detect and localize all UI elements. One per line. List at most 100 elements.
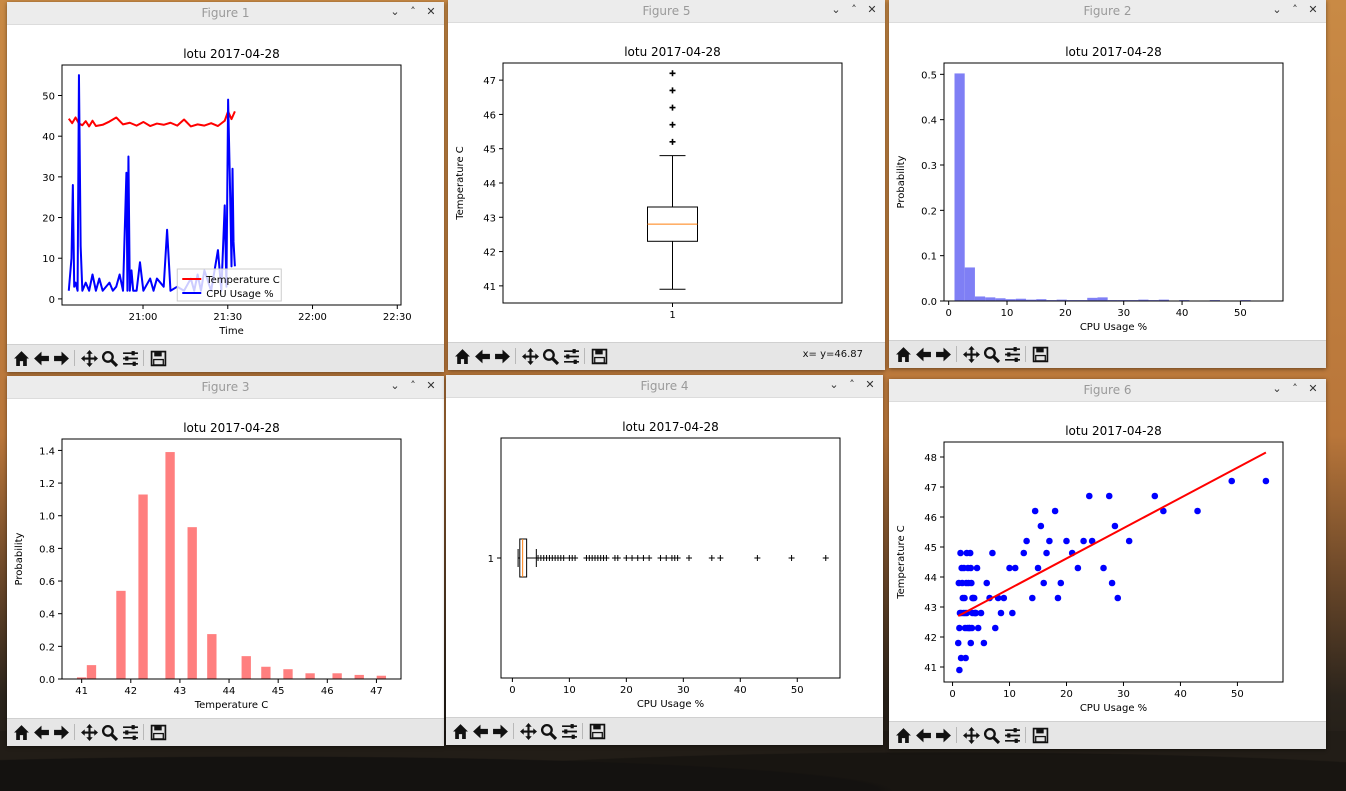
navigation-toolbar bbox=[889, 721, 1326, 749]
minimize-button[interactable]: ⌄ bbox=[829, 378, 839, 391]
axis-ticks: 0 10 20 30 40 50 1 bbox=[488, 554, 804, 696]
x-tick-label: 40 bbox=[1174, 689, 1187, 700]
figure-4-window: Figure 4 ⌄ ˄ ✕ lotu 2017-04-28 0 10 20 30 40 50 1 CP… bbox=[446, 375, 883, 745]
back-arrow-icon[interactable] bbox=[32, 723, 50, 741]
configure-subplots-icon[interactable] bbox=[1003, 345, 1021, 363]
zoom-icon[interactable] bbox=[982, 345, 1000, 363]
zoom-icon[interactable] bbox=[100, 349, 118, 367]
minimize-button[interactable]: ⌄ bbox=[390, 5, 400, 18]
save-icon[interactable] bbox=[590, 347, 608, 365]
scatter-point bbox=[1051, 507, 1059, 515]
x-tick-label: 20 bbox=[1059, 308, 1072, 319]
close-button[interactable]: ✕ bbox=[426, 379, 436, 392]
box-outlier bbox=[646, 555, 653, 561]
window-titlebar[interactable]: Figure 2 ⌄ ˄ ✕ bbox=[889, 0, 1326, 23]
forward-arrow-icon[interactable] bbox=[52, 349, 70, 367]
forward-arrow-icon[interactable] bbox=[52, 723, 70, 741]
back-arrow-icon[interactable] bbox=[32, 349, 50, 367]
minimize-button[interactable]: ⌄ bbox=[1272, 382, 1282, 395]
window-titlebar[interactable]: Figure 5 ⌄ ˄ ✕ bbox=[448, 0, 885, 23]
close-button[interactable]: ✕ bbox=[865, 378, 875, 391]
scatter-point bbox=[968, 624, 976, 632]
close-button[interactable]: ✕ bbox=[426, 5, 436, 18]
chart-svg: lotu 2017-04-28 1 41 42 43 44 45 46 47 Temperatur… bbox=[455, 45, 843, 321]
minimize-button[interactable]: ⌄ bbox=[831, 3, 841, 16]
back-arrow-icon[interactable] bbox=[471, 722, 489, 740]
box-outlier bbox=[560, 555, 567, 561]
chart-title: lotu 2017-04-28 bbox=[183, 47, 280, 61]
window-titlebar[interactable]: Figure 4 ⌄ ˄ ✕ bbox=[446, 375, 883, 398]
configure-subplots-icon[interactable] bbox=[560, 722, 578, 740]
maximize-button[interactable]: ˄ bbox=[410, 5, 416, 18]
scatter-point bbox=[1085, 492, 1093, 500]
forward-arrow-icon[interactable] bbox=[493, 347, 511, 365]
y-tick-label: 42 bbox=[924, 633, 937, 644]
zoom-icon[interactable] bbox=[541, 347, 559, 365]
scatter-point bbox=[991, 624, 999, 632]
back-arrow-icon[interactable] bbox=[914, 345, 932, 363]
save-icon[interactable] bbox=[588, 722, 606, 740]
home-icon[interactable] bbox=[12, 349, 30, 367]
pan-icon[interactable] bbox=[962, 345, 980, 363]
back-arrow-icon[interactable] bbox=[473, 347, 491, 365]
pan-icon[interactable] bbox=[962, 726, 980, 744]
scatter-point bbox=[1020, 549, 1028, 557]
minimize-button[interactable]: ⌄ bbox=[1272, 3, 1282, 16]
box-outlier bbox=[614, 555, 621, 561]
home-icon[interactable] bbox=[12, 723, 30, 741]
home-icon[interactable] bbox=[453, 347, 471, 365]
window-titlebar[interactable]: Figure 1 ⌄ ˄ ✕ bbox=[7, 2, 444, 25]
scatter-point bbox=[1031, 507, 1039, 515]
y-tick-label: 45 bbox=[924, 543, 937, 554]
y-tick-label: 48 bbox=[924, 453, 937, 464]
histogram-bar bbox=[138, 494, 148, 679]
y-tick-label: 1.0 bbox=[39, 512, 55, 523]
back-arrow-icon[interactable] bbox=[914, 726, 932, 744]
x-tick-label: 21:00 bbox=[129, 312, 158, 323]
maximize-button[interactable]: ˄ bbox=[1292, 382, 1298, 395]
zoom-icon[interactable] bbox=[539, 722, 557, 740]
chart-svg: lotu 2017-04-28 21:00 21:30 22:00 22:30 0 10 20… bbox=[42, 47, 411, 337]
home-icon[interactable] bbox=[894, 726, 912, 744]
forward-arrow-icon[interactable] bbox=[491, 722, 509, 740]
y-tick-label: 45 bbox=[483, 145, 496, 156]
window-title: Figure 5 bbox=[642, 4, 691, 18]
axes-frame bbox=[61, 64, 402, 306]
y-tick-label: 42 bbox=[483, 248, 496, 259]
zoom-icon[interactable] bbox=[982, 726, 1000, 744]
window-titlebar[interactable]: Figure 3 ⌄ ˄ ✕ bbox=[7, 376, 444, 399]
zoom-icon[interactable] bbox=[100, 723, 118, 741]
forward-arrow-icon[interactable] bbox=[934, 726, 952, 744]
scatter-point bbox=[1108, 579, 1116, 587]
close-button[interactable]: ✕ bbox=[1308, 3, 1318, 16]
maximize-button[interactable]: ˄ bbox=[851, 3, 857, 16]
toolbar-separator bbox=[956, 346, 957, 362]
home-icon[interactable] bbox=[451, 722, 469, 740]
maximize-button[interactable]: ˄ bbox=[410, 379, 416, 392]
pan-icon[interactable] bbox=[521, 347, 539, 365]
close-button[interactable]: ✕ bbox=[1308, 382, 1318, 395]
histogram-bar bbox=[1087, 297, 1098, 301]
save-icon[interactable] bbox=[1031, 345, 1049, 363]
pan-icon[interactable] bbox=[519, 722, 537, 740]
window-titlebar[interactable]: Figure 6 ⌄ ˄ ✕ bbox=[889, 379, 1326, 402]
scatter-point bbox=[1057, 579, 1065, 587]
pan-icon[interactable] bbox=[80, 723, 98, 741]
maximize-button[interactable]: ˄ bbox=[849, 378, 855, 391]
configure-subplots-icon[interactable] bbox=[121, 349, 139, 367]
configure-subplots-icon[interactable] bbox=[121, 723, 139, 741]
minimize-button[interactable]: ⌄ bbox=[390, 379, 400, 392]
x-axis-label: Temperature C bbox=[194, 700, 269, 711]
forward-arrow-icon[interactable] bbox=[934, 345, 952, 363]
x-tick-label: 10 bbox=[563, 685, 576, 696]
histogram-bar bbox=[1158, 299, 1169, 301]
save-icon[interactable] bbox=[149, 723, 167, 741]
configure-subplots-icon[interactable] bbox=[1003, 726, 1021, 744]
save-icon[interactable] bbox=[1031, 726, 1049, 744]
home-icon[interactable] bbox=[894, 345, 912, 363]
save-icon[interactable] bbox=[149, 349, 167, 367]
close-button[interactable]: ✕ bbox=[867, 3, 877, 16]
configure-subplots-icon[interactable] bbox=[562, 347, 580, 365]
pan-icon[interactable] bbox=[80, 349, 98, 367]
maximize-button[interactable]: ˄ bbox=[1292, 3, 1298, 16]
